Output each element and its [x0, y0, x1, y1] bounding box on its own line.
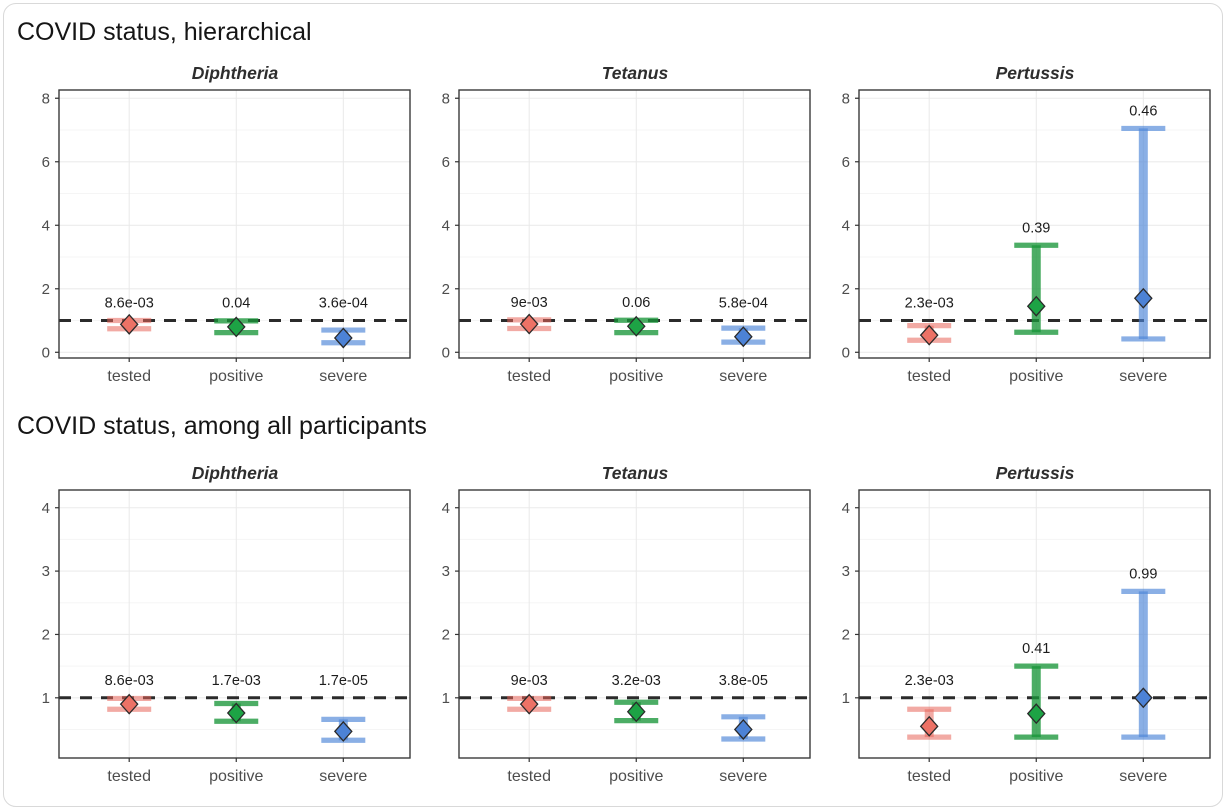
svg-text:severe: severe — [719, 768, 767, 785]
svg-text:tested: tested — [907, 768, 951, 785]
svg-text:positive: positive — [1009, 368, 1063, 385]
svg-text:2: 2 — [842, 281, 850, 298]
svg-text:1: 1 — [42, 690, 50, 707]
svg-text:tested: tested — [507, 768, 551, 785]
svg-text:4: 4 — [442, 500, 450, 517]
forest-plot: 2.3e-03 0.41 0.99 1 2 3 4 tested positive severe — [842, 489, 1211, 785]
panel-title: Tetanus — [601, 463, 669, 483]
svg-text:8: 8 — [442, 90, 450, 107]
svg-text:2: 2 — [42, 281, 50, 298]
panel-title: Tetanus — [601, 63, 669, 83]
svg-text:2: 2 — [842, 627, 850, 644]
svg-text:1.7e-05: 1.7e-05 — [319, 673, 368, 689]
svg-text:0.06: 0.06 — [622, 295, 650, 311]
svg-text:6: 6 — [442, 154, 450, 171]
svg-text:2: 2 — [42, 627, 50, 644]
panel-row-all-participants: Diphtheria 8.6e-03 1.7e-03 1.7e-05 1 2 3 4 test… — [4, 461, 1222, 791]
section-title-hierarchical: COVID status, hierarchical — [17, 18, 312, 46]
svg-text:3.8e-05: 3.8e-05 — [719, 673, 768, 689]
svg-text:1: 1 — [842, 690, 850, 707]
svg-text:3.2e-03: 3.2e-03 — [612, 673, 661, 689]
forest-plot: 8.6e-03 0.04 3.6e-04 0 2 4 6 8 tested positive sev… — [42, 89, 411, 385]
forest-plot: 2.3e-03 0.39 0.46 0 2 4 6 8 tested positive severe — [842, 89, 1211, 385]
forest-plot: 9e-03 3.2e-03 3.8e-05 1 2 3 4 tested positive sev… — [442, 489, 811, 785]
svg-text:8: 8 — [42, 90, 50, 107]
svg-text:3.6e-04: 3.6e-04 — [319, 296, 368, 312]
svg-text:positive: positive — [209, 768, 263, 785]
svg-text:3: 3 — [442, 563, 450, 580]
svg-text:6: 6 — [42, 154, 50, 171]
panel-title: Diphtheria — [191, 63, 279, 83]
svg-text:0.46: 0.46 — [1129, 103, 1157, 119]
svg-text:3: 3 — [42, 563, 50, 580]
svg-text:tested: tested — [907, 368, 951, 385]
svg-text:severe: severe — [319, 768, 367, 785]
svg-text:severe: severe — [319, 368, 367, 385]
svg-text:positive: positive — [609, 768, 663, 785]
svg-text:0: 0 — [842, 344, 850, 361]
svg-text:5.8e-04: 5.8e-04 — [719, 296, 768, 312]
svg-text:8.6e-03: 8.6e-03 — [105, 673, 154, 689]
svg-text:severe: severe — [1119, 368, 1167, 385]
svg-text:4: 4 — [842, 217, 850, 234]
svg-text:tested: tested — [107, 368, 151, 385]
svg-text:positive: positive — [609, 368, 663, 385]
svg-text:4: 4 — [42, 217, 50, 234]
svg-text:0: 0 — [42, 344, 50, 361]
svg-text:0.04: 0.04 — [222, 296, 250, 312]
svg-text:8: 8 — [842, 90, 850, 107]
forest-plot: 8.6e-03 1.7e-03 1.7e-05 1 2 3 4 tested positive s… — [42, 489, 411, 785]
panel-row-hierarchical: Diphtheria 8.6e-03 0.04 3.6e-04 0 2 4 6 8 tested… — [4, 61, 1222, 391]
svg-text:9e-03: 9e-03 — [511, 295, 548, 311]
svg-text:tested: tested — [107, 768, 151, 785]
section-all-participants: COVID status, among all participants Dip… — [4, 391, 1222, 791]
svg-text:4: 4 — [842, 500, 850, 517]
panel-title: Pertussis — [995, 463, 1075, 483]
forest-plot: 9e-03 0.06 5.8e-04 0 2 4 6 8 tested positive sever… — [442, 89, 811, 385]
figure-card: COVID status, hierarchical Diphtheria 8.… — [3, 3, 1223, 807]
svg-text:2.3e-03: 2.3e-03 — [905, 296, 954, 312]
section-hierarchical: COVID status, hierarchical Diphtheria 8.… — [4, 4, 1222, 391]
svg-text:2: 2 — [442, 627, 450, 644]
panel-title: Pertussis — [995, 63, 1075, 83]
svg-text:2.3e-03: 2.3e-03 — [905, 673, 954, 689]
panel-all-diphtheria: Diphtheria 8.6e-03 1.7e-03 1.7e-05 1 2 3 4 test… — [11, 461, 411, 791]
svg-text:positive: positive — [1009, 768, 1063, 785]
section-title-all-participants: COVID status, among all participants — [17, 412, 427, 440]
svg-text:3: 3 — [842, 563, 850, 580]
panel-all-pertussis: Pertussis 2.3e-03 0.41 0.99 1 2 3 4 tested posit… — [811, 461, 1211, 791]
svg-text:positive: positive — [209, 368, 263, 385]
svg-text:4: 4 — [442, 217, 450, 234]
svg-text:6: 6 — [842, 154, 850, 171]
svg-text:8.6e-03: 8.6e-03 — [105, 296, 154, 312]
svg-text:0: 0 — [442, 344, 450, 361]
svg-text:severe: severe — [719, 368, 767, 385]
panel-all-tetanus: Tetanus 9e-03 3.2e-03 3.8e-05 1 2 3 4 tested pos… — [411, 461, 811, 791]
panel-hierarchical-pertussis: Pertussis 2.3e-03 0.39 0.46 0 2 4 6 8 tested posi… — [811, 61, 1211, 391]
panel-hierarchical-diphtheria: Diphtheria 8.6e-03 0.04 3.6e-04 0 2 4 6 8 tested… — [11, 61, 411, 391]
panel-title: Diphtheria — [191, 463, 279, 483]
svg-text:severe: severe — [1119, 768, 1167, 785]
panel-hierarchical-tetanus: Tetanus 9e-03 0.06 5.8e-04 0 2 4 6 8 tested posit… — [411, 61, 811, 391]
svg-text:4: 4 — [42, 500, 50, 517]
svg-text:0.39: 0.39 — [1022, 220, 1050, 236]
svg-text:0.99: 0.99 — [1129, 566, 1157, 582]
svg-text:1.7e-03: 1.7e-03 — [212, 673, 261, 689]
svg-text:tested: tested — [507, 368, 551, 385]
svg-text:9e-03: 9e-03 — [511, 673, 548, 689]
svg-text:0.41: 0.41 — [1022, 641, 1050, 657]
svg-text:1: 1 — [442, 690, 450, 707]
svg-text:2: 2 — [442, 281, 450, 298]
